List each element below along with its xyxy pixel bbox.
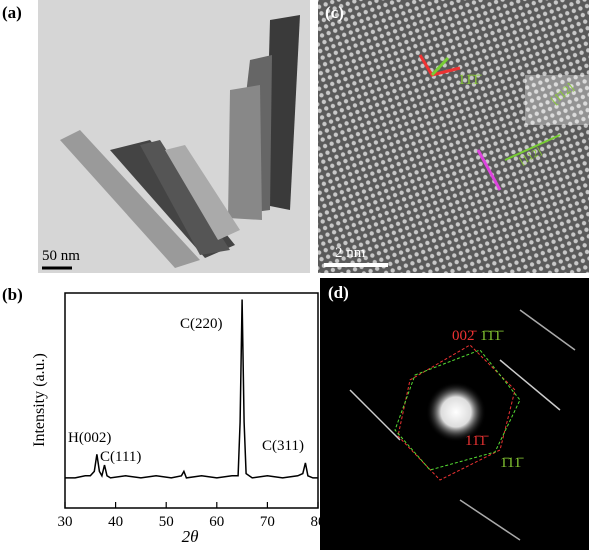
panel-label: (d) [328,283,349,302]
index-label: 11̄1̄ [458,72,482,88]
panel-a: (a) 50 nm [2,0,310,273]
panel-label: (b) [2,285,23,304]
rod [228,85,262,220]
panel-label: (a) [2,3,22,22]
rod [140,140,230,255]
marker [476,149,502,191]
peak-label: C(220) [180,316,223,332]
scale-bar-label: 50 nm [42,248,80,264]
y-axis-label: Intensity (a.u.) [31,353,48,447]
panel-label: (c) [325,3,344,22]
panel-d: (d) 002̄ 1̄1̄1̄ 11̄1̄ 1̄11̄ [320,278,589,550]
hexagon [397,344,516,481]
streak [499,359,561,411]
rod [60,130,200,268]
x-tick-label: 50 [159,514,174,530]
peak-label: C(311) [262,438,304,454]
hexagon [394,349,521,471]
x-tick-label: 40 [108,514,123,530]
xrd-line [65,299,318,479]
peak-label: H(002) [68,430,111,446]
plot-frame [64,292,319,509]
streak [459,499,521,541]
x-tick-label: 60 [209,514,224,530]
overlay [525,75,589,125]
streak [519,309,576,351]
streak [349,389,401,441]
x-tick-label: 80 [311,514,326,530]
rod [265,15,300,210]
index-label: 002̄ [452,328,478,344]
index-label: 1̄1̄1̄ [480,328,504,344]
rod [165,145,240,240]
x-tick-label: 70 [260,514,275,530]
panel-c: (c) 11̄1̄ [1̄12] [112] 2 nm [318,0,589,273]
panel-b: (b) 2θ Intensity (a.u.) 30 40 50 60 70 80 H(00… [2,285,326,546]
hrtem-image [318,0,589,273]
x-axis-label: 2θ [182,527,199,546]
center-spot [426,382,486,442]
marker [430,56,450,77]
index-label: 1̄11̄ [500,455,524,471]
peak-label: C(111) [100,449,141,465]
marker [504,134,561,161]
index-label: 11̄1̄ [465,433,489,449]
x-tick-label: 30 [58,514,73,530]
scale-bar-label: 2 nm [335,245,366,261]
